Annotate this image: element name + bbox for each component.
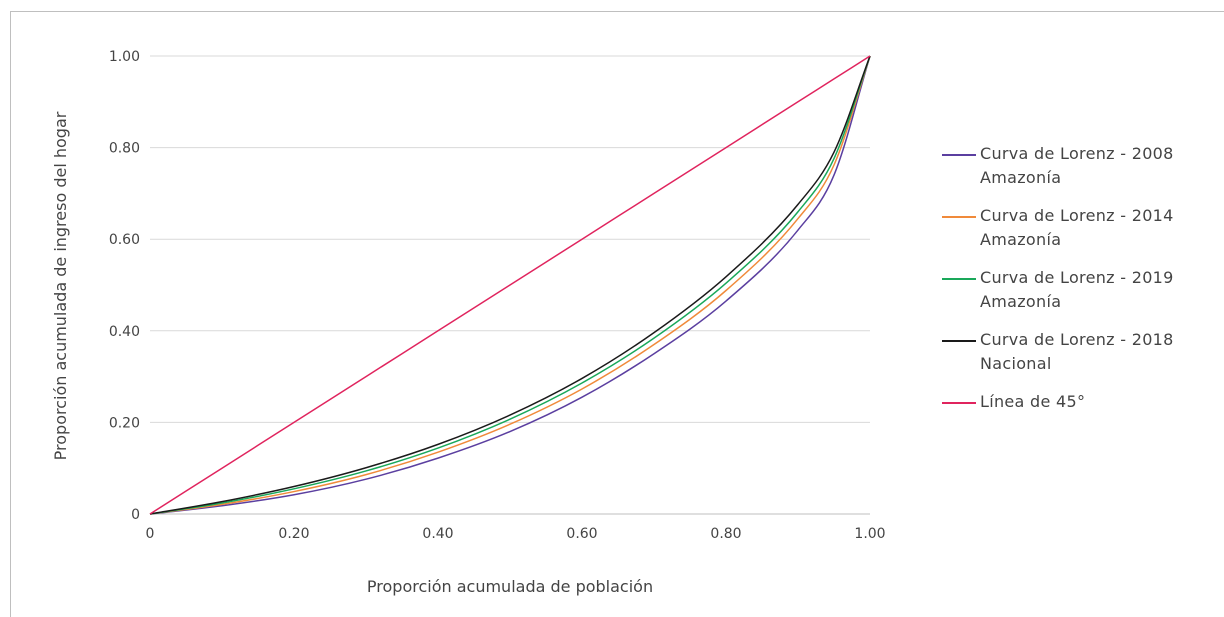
legend-label-line1: Curva de Lorenz - 2008 — [980, 144, 1174, 163]
legend-label: Curva de Lorenz - 2018 Nacional — [980, 328, 1174, 376]
legend-label: Curva de Lorenz - 2008 Amazonía — [980, 142, 1174, 190]
legend-swatch — [942, 278, 976, 280]
y-tick-label: 0.80 — [109, 141, 140, 157]
legend-item-45-degree-line[interactable]: Línea de 45° — [942, 390, 1212, 414]
legend-item-2019-amazonia[interactable]: Curva de Lorenz - 2019 Amazonía — [942, 266, 1212, 314]
series-line-2019-amazonia — [149, 55, 871, 515]
series-line-2014-amazonia — [149, 55, 871, 515]
legend-item-2008-amazonia[interactable]: Curva de Lorenz - 2008 Amazonía — [942, 142, 1212, 190]
tick-labels: 0 0.20 0.40 0.60 0.80 1.00 0 0.20 0.40 0.60 0.80 1.… — [109, 49, 886, 542]
legend-label: Curva de Lorenz - 2014 Amazonía — [980, 204, 1174, 252]
gridlines — [150, 55, 870, 423]
y-tick-label: 0.60 — [109, 232, 140, 248]
legend-label-line2: Amazonía — [980, 168, 1062, 187]
x-tick-label: 0.60 — [566, 526, 597, 542]
legend-label-line1: Curva de Lorenz - 2019 — [980, 268, 1174, 287]
series-line-2008-amazonia — [149, 55, 871, 515]
legend-swatch — [942, 154, 976, 156]
series-line-45-degree — [149, 55, 871, 515]
legend: Curva de Lorenz - 2008 Amazonía Curva de… — [942, 142, 1212, 428]
legend-label: Curva de Lorenz - 2019 Amazonía — [980, 266, 1174, 314]
legend-label-line1: Curva de Lorenz - 2014 — [980, 206, 1174, 225]
x-tick-label: 0.80 — [710, 526, 741, 542]
x-tick-label: 0 — [146, 526, 155, 542]
y-tick-label: 0 — [131, 507, 140, 523]
y-tick-label: 1.00 — [109, 49, 140, 65]
series-line-2018-nacional — [149, 55, 871, 515]
legend-swatch — [942, 216, 976, 218]
legend-label-line2: Amazonía — [980, 230, 1062, 249]
y-tick-label: 0.20 — [109, 415, 140, 431]
legend-swatch — [942, 402, 976, 404]
legend-swatch — [942, 340, 976, 342]
legend-item-2014-amazonia[interactable]: Curva de Lorenz - 2014 Amazonía — [942, 204, 1212, 252]
y-axis-title: Proporción acumulada de ingreso del hoga… — [51, 111, 70, 460]
legend-label: Línea de 45° — [980, 390, 1085, 414]
legend-label-line1: Línea de 45° — [980, 392, 1086, 411]
legend-item-2018-nacional[interactable]: Curva de Lorenz - 2018 Nacional — [942, 328, 1212, 376]
x-tick-label: 1.00 — [854, 526, 885, 542]
y-tick-label: 0.40 — [109, 324, 140, 340]
legend-label-line2: Amazonía — [980, 292, 1062, 311]
x-tick-label: 0.40 — [422, 526, 453, 542]
series-lines — [149, 55, 871, 515]
x-tick-label: 0.20 — [278, 526, 309, 542]
legend-label-line1: Curva de Lorenz - 2018 — [980, 330, 1174, 349]
x-axis-title: Proporción acumulada de población — [367, 577, 653, 596]
legend-label-line2: Nacional — [980, 354, 1052, 373]
chart-frame — [10, 11, 1224, 617]
